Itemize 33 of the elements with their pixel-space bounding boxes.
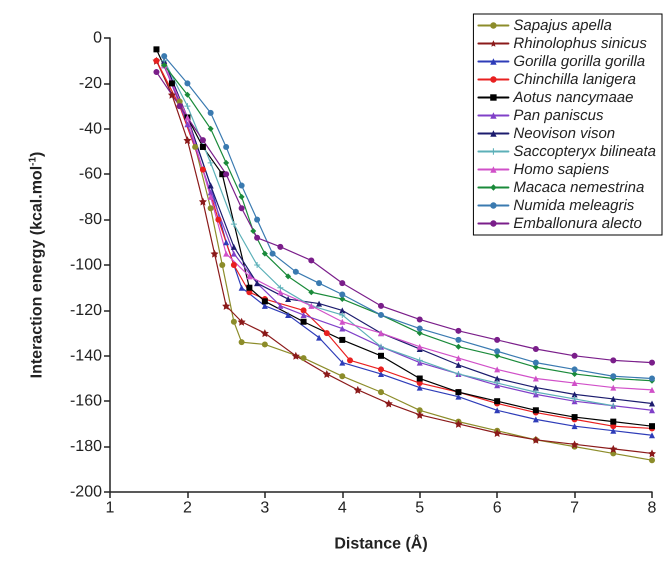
y-tick-label: -100 — [70, 256, 102, 274]
legend-label: Pan paniscus — [513, 107, 604, 124]
x-tick-label: 5 — [415, 500, 424, 516]
legend-label: Numida meleagris — [513, 197, 635, 214]
legend-label: Saccopteryx bilineata — [513, 143, 656, 160]
x-tick-label: 6 — [492, 500, 502, 516]
legend-label: Chinchilla lanigera — [513, 71, 636, 88]
y-tick-label: -200 — [70, 484, 102, 500]
x-tick-label: 2 — [182, 500, 192, 516]
x-tick-label: 1 — [106, 500, 115, 516]
legend-label: Emballonura alecto — [513, 215, 642, 232]
y-tick-label: -60 — [78, 166, 102, 183]
legend-label: Gorilla gorilla gorilla — [513, 53, 646, 70]
legend-label: Rhinolophus sinicus — [513, 35, 648, 52]
legend-label: Homo sapiens — [513, 161, 610, 178]
y-tick-label: -80 — [78, 211, 102, 228]
y-tick-label: -180 — [70, 438, 102, 456]
x-tick-label: 4 — [338, 500, 347, 516]
y-tick-label: -160 — [70, 392, 102, 410]
y-tick-label: -20 — [78, 74, 102, 92]
y-tick-label: 0 — [93, 30, 102, 46]
y-tick-label: -140 — [70, 347, 102, 364]
x-axis-title: Distance (Å) — [334, 534, 428, 552]
legend-label: Macaca nemestrina — [513, 179, 644, 196]
legend-label: Neovison vison — [513, 125, 616, 142]
legend-label: Sapajus apella — [513, 17, 612, 34]
legend-label: Aotus nancymaae — [512, 89, 634, 106]
x-tick-label: 8 — [648, 500, 657, 516]
y-tick-label: -120 — [70, 302, 102, 319]
x-tick-label: 3 — [260, 500, 270, 516]
x-tick-label: 7 — [570, 500, 580, 516]
y-axis-title: Interaction energy (kcal.mol-1) — [28, 152, 46, 378]
y-tick-label: -40 — [78, 120, 102, 138]
